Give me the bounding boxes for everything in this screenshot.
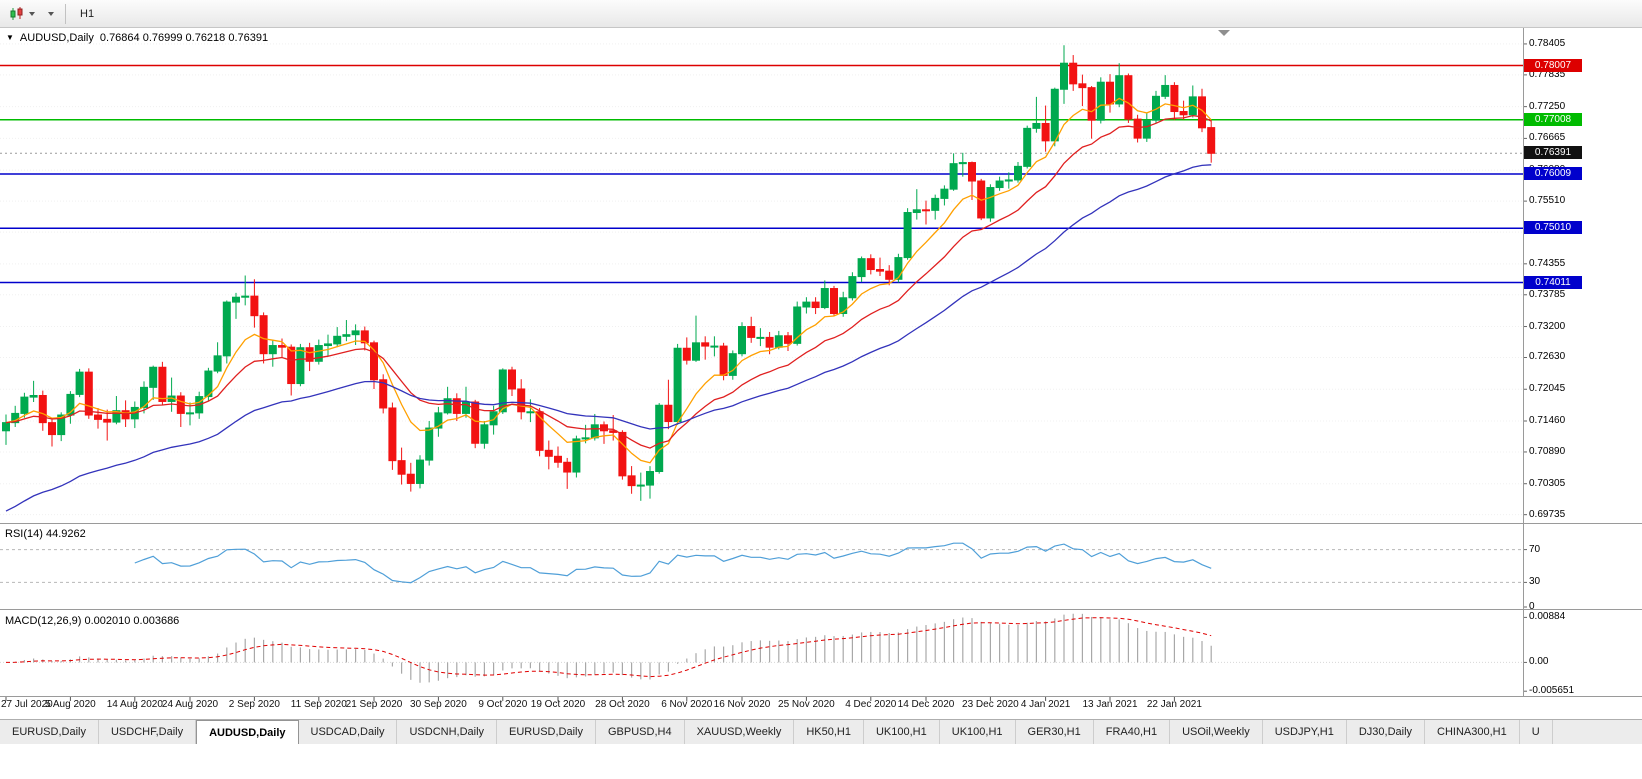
rsi-value: 44.9262	[45, 528, 86, 540]
chart-menu-icon: ▼	[6, 33, 14, 42]
price-level-badge: 0.74011	[1524, 275, 1582, 289]
time-axis-label: 27 Jul 2020	[1, 699, 53, 710]
time-axis-label: 9 Oct 2020	[478, 699, 528, 710]
chevron-down-icon	[29, 11, 35, 16]
rsi-indicator-label: RSI(14) 44.9262	[5, 528, 86, 540]
time-axis-label: 14 Dec 2020	[897, 699, 955, 710]
chart-tab-china300-h1[interactable]: CHINA300,H1	[1425, 720, 1520, 744]
chart-tab-dj30-daily[interactable]: DJ30,Daily	[1346, 720, 1426, 744]
pane-separator[interactable]	[0, 523, 1642, 524]
scale-separator	[1523, 28, 1524, 697]
chart-tab-hk50-h1[interactable]: HK50,H1	[794, 720, 864, 744]
price-axis-label: 0.71460	[1529, 415, 1566, 426]
price-level-badge: 0.77008	[1524, 112, 1582, 126]
chart-tab-eurusd-daily[interactable]: EURUSD,Daily	[497, 720, 596, 744]
rsi-axis-label: 30	[1529, 576, 1541, 588]
chart-tab-xauusd-weekly[interactable]: XAUUSD,Weekly	[684, 720, 795, 744]
timeframe-button-h1[interactable]: H1	[80, 7, 95, 20]
price-level-badge: 0.75010	[1524, 221, 1582, 235]
chart-title: ▼ AUDUSD,Daily 0.76864 0.76999 0.76218 0…	[6, 32, 268, 44]
current-price-badge: 0.76391	[1524, 146, 1582, 160]
time-axis-label: 30 Sep 2020	[410, 699, 467, 710]
toolbar: M1M5M15M30H1H4D1W1MN	[0, 0, 1642, 108]
time-axis-label: 16 Nov 2020	[713, 699, 771, 710]
price-axis-label: 0.72045	[1529, 383, 1566, 395]
price-axis-label: 0.73200	[1529, 320, 1566, 332]
price-axis-label: 0.70890	[1529, 445, 1566, 457]
time-axis-label: 13 Jan 2021	[1082, 699, 1138, 710]
chart-type-button[interactable]	[5, 2, 40, 26]
chart-tab-usdchf-daily[interactable]: USDCHF,Daily	[98, 720, 197, 744]
price-axis-label: 0.77835	[1529, 68, 1566, 80]
toolbar-separator	[65, 3, 66, 24]
time-axis-label: 2 Sep 2020	[228, 699, 280, 710]
rsi-name: RSI(14)	[5, 528, 43, 540]
time-axis-label: 25 Nov 2020	[778, 699, 835, 710]
chart-tab-uk100-h1[interactable]: UK100,H1	[863, 720, 940, 744]
macd-axis-label: 0.00	[1529, 656, 1549, 668]
candlestick-chart-icon	[10, 6, 23, 20]
price-axis-label: 0.74355	[1529, 257, 1566, 269]
chart-tab-eurusd-daily[interactable]: EURUSD,Daily	[0, 720, 99, 744]
time-axis-label: 4 Dec 2020	[845, 699, 897, 710]
chart-tab-usdcad-daily[interactable]: USDCAD,Daily	[298, 720, 398, 744]
time-axis-label: 5 Aug 2020	[45, 699, 96, 710]
chart-tab-usdjpy-h1[interactable]: USDJPY,H1	[1262, 720, 1347, 744]
chart-tab-audusd-daily[interactable]: AUDUSD,Daily	[196, 720, 299, 744]
chart-tab-usoil-weekly[interactable]: USOil,Weekly	[1170, 720, 1263, 744]
time-axis-label: 4 Jan 2021	[1020, 699, 1071, 710]
time-axis-label: 11 Sep 2020	[290, 699, 347, 710]
price-axis-label: 0.70305	[1529, 477, 1566, 489]
time-axis-label: 24 Aug 2020	[161, 699, 219, 710]
macd-name: MACD(12,26,9)	[5, 615, 82, 627]
chart-tab-fra40-h1[interactable]: FRA40,H1	[1093, 720, 1171, 744]
chart-options-button[interactable]	[40, 2, 59, 26]
price-level-badge: 0.78007	[1524, 58, 1582, 72]
chart-tab-gbpusd-h4[interactable]: GBPUSD,H4	[596, 720, 685, 744]
chart-tab-ger30-h1[interactable]: GER30,H1	[1015, 720, 1094, 744]
time-axis-label: 23 Dec 2020	[962, 699, 1019, 710]
chart-tab-usdcnh-daily[interactable]: USDCNH,Daily	[397, 720, 498, 744]
chart-plot[interactable]	[0, 28, 1642, 719]
price-axis-label: 0.73785	[1529, 288, 1566, 300]
time-axis-label: 6 Nov 2020	[661, 699, 713, 710]
time-axis-line	[0, 696, 1642, 697]
time-axis-label: 22 Jan 2021	[1146, 699, 1202, 710]
chart-tab-u[interactable]: U	[1519, 720, 1553, 744]
price-axis-label: 0.78405	[1529, 37, 1566, 49]
pane-separator[interactable]	[0, 609, 1642, 610]
chart-symbol-period: AUDUSD,Daily	[19, 32, 94, 44]
rsi-axis-label: 0	[1529, 601, 1535, 612]
time-axis-label: 19 Oct 2020	[530, 699, 586, 710]
rsi-axis-label: 70	[1529, 543, 1541, 555]
price-level-badge: 0.76009	[1524, 167, 1582, 181]
time-axis-label: 14 Aug 2020	[106, 699, 163, 710]
chart-tab-uk100-h1[interactable]: UK100,H1	[939, 720, 1016, 744]
price-axis-label: 0.69735	[1529, 508, 1566, 520]
time-axis-label: 28 Oct 2020	[595, 699, 650, 710]
macd-values: 0.002010 0.003686	[84, 615, 180, 627]
price-axis-label: 0.75510	[1529, 195, 1566, 207]
chart-tabs-bar: EURUSD,Daily USDCHF,Daily AUDUSD,Daily USDC…	[0, 719, 1642, 744]
price-axis-label: 0.72630	[1529, 351, 1566, 363]
chart-area[interactable]: ▼ AUDUSD,Daily 0.76864 0.76999 0.76218 0…	[0, 28, 1642, 719]
macd-axis-label: 0.00884	[1529, 611, 1566, 623]
price-axis-label: 0.76665	[1529, 132, 1566, 144]
chart-ohlc-values: 0.76864 0.76999 0.76218 0.76391	[99, 32, 269, 44]
price-axis-label: 0.77250	[1529, 100, 1566, 112]
chevron-down-icon	[48, 11, 54, 16]
time-axis-label: 21 Sep 2020	[345, 699, 403, 710]
macd-axis-label: -0.005651	[1529, 685, 1575, 697]
macd-indicator-label: MACD(12,26,9) 0.002010 0.003686	[5, 615, 179, 627]
